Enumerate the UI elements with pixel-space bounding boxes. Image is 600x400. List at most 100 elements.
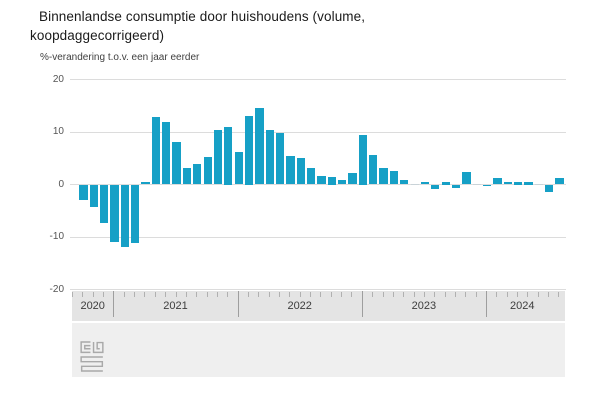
bar-apr-2021: [151, 116, 161, 185]
month-tick: [103, 292, 105, 297]
bar-mei-2023: [410, 183, 419, 185]
year-divider: [361, 291, 363, 317]
month-tick: [496, 292, 498, 297]
month-tick: [351, 292, 353, 297]
month-tick: [413, 292, 415, 297]
bar-mrt-2021: [141, 182, 150, 185]
cbs-logo: [80, 341, 104, 377]
chart-title-line2: koopdaggecorrigeerd): [30, 28, 165, 43]
year-divider: [237, 291, 239, 317]
bar-mrt-2022: [265, 129, 274, 185]
month-tick: [444, 292, 446, 297]
bar-mei-2021: [162, 122, 171, 185]
year-label-2021: 2021: [163, 300, 188, 312]
bar-feb-2024: [503, 182, 512, 185]
bar-okt-2023: [462, 171, 471, 185]
chart-title-line1: Binnenlandse consumptie door huishoudens…: [39, 9, 366, 24]
year-label-2022: 2022: [287, 300, 312, 312]
bar-nov-2021: [224, 126, 233, 185]
month-tick: [72, 292, 73, 297]
year-label-2020: 2020: [80, 300, 105, 312]
month-tick: [196, 292, 198, 297]
bar-okt-2022: [338, 180, 347, 185]
month-tick: [382, 292, 384, 297]
bar-dec-2022: [358, 134, 368, 185]
month-tick: [548, 292, 550, 297]
bar-feb-2022: [255, 107, 264, 185]
bar-jun-2022: [296, 157, 305, 185]
bar-aug-2021: [193, 164, 202, 185]
bar-jan-2022: [244, 116, 254, 185]
bar-okt-2020: [89, 184, 98, 207]
bar-jul-2021: [182, 167, 192, 185]
month-tick: [154, 292, 156, 297]
time-axis-slider[interactable]: 2020 2021 2022 2023 2024: [72, 291, 565, 321]
bar-dec-2020: [110, 184, 119, 243]
month-tick: [206, 292, 208, 297]
y-axis-label: 10: [52, 126, 64, 137]
bar-sep-2021: [203, 156, 212, 185]
y-axis-label: -10: [49, 231, 64, 242]
bar-apr-2024: [524, 181, 533, 185]
month-tick: [465, 292, 467, 297]
bar-apr-2022: [275, 132, 285, 185]
bar-sep-2023: [451, 184, 461, 189]
gridline--10: [70, 236, 566, 238]
bar-aug-2022: [317, 176, 326, 185]
month-tick: [92, 292, 94, 297]
bar-jan-2023: [369, 155, 378, 185]
bar-apr-2023: [400, 179, 409, 185]
month-tick: [279, 292, 280, 297]
gridline-0: [70, 184, 566, 185]
month-tick: [517, 292, 519, 297]
bar-feb-2023: [379, 168, 388, 185]
bar-jan-2024: [493, 178, 502, 185]
month-tick: [216, 292, 218, 297]
month-tick: [289, 292, 291, 297]
bar-jun-2024: [545, 184, 554, 192]
month-tick: [123, 292, 125, 297]
year-label-2024: 2024: [509, 300, 535, 312]
y-axis-label: 0: [58, 178, 64, 190]
month-tick: [320, 292, 322, 297]
month-tick: [506, 292, 508, 297]
y-axis-label: 20: [52, 73, 64, 85]
chart-footer: [72, 323, 565, 377]
bar-jul-2024: [555, 178, 564, 185]
month-tick: [185, 292, 187, 297]
y-axis-label: -20: [49, 283, 64, 295]
bar-jul-2023: [431, 184, 440, 190]
month-tick: [403, 292, 405, 297]
bar-nov-2023: [472, 183, 481, 185]
bar-okt-2021: [213, 129, 223, 185]
bar-feb-2021: [131, 184, 140, 243]
month-tick: [299, 292, 301, 297]
month-tick: [247, 292, 249, 297]
bar-sep-2022: [327, 176, 336, 185]
month-tick: [82, 292, 84, 297]
bar-jun-2023: [420, 182, 430, 185]
month-tick: [144, 292, 146, 297]
month-tick: [268, 292, 270, 297]
month-tick: [423, 292, 425, 297]
bar-jun-2021: [172, 141, 181, 185]
bar-aug-2023: [441, 181, 450, 185]
year-divider: [113, 291, 115, 317]
bar-sep-2020: [79, 184, 88, 201]
month-tick: [165, 292, 167, 297]
month-tick: [475, 292, 477, 297]
month-tick: [537, 292, 539, 297]
month-tick: [558, 292, 560, 297]
month-tick: [434, 292, 436, 297]
gridline--20: [70, 289, 566, 290]
bar-mrt-2023: [389, 170, 399, 185]
month-tick: [454, 292, 456, 297]
bar-mei-2022: [286, 156, 295, 185]
month-tick: [227, 292, 229, 297]
month-tick: [372, 292, 374, 297]
month-tick: [175, 292, 177, 297]
month-tick: [341, 292, 343, 297]
month-tick: [134, 292, 136, 297]
